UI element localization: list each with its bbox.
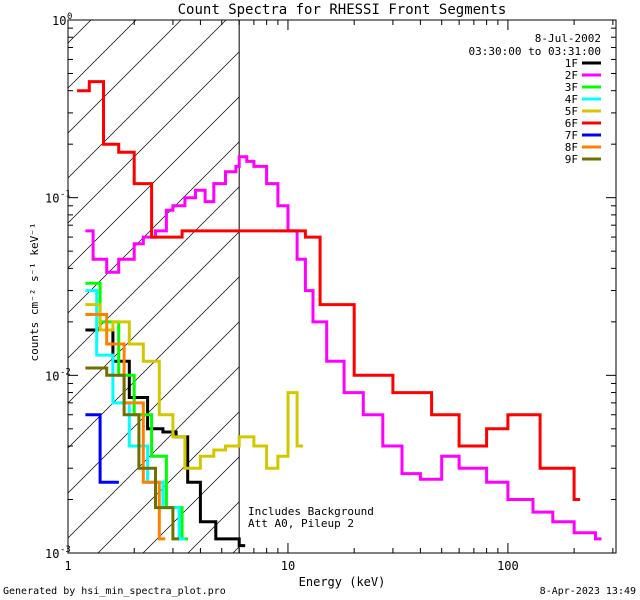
hatch-line <box>68 186 240 359</box>
hatch-line <box>278 0 640 553</box>
hatch-line <box>68 141 240 314</box>
hatch-line <box>323 0 640 553</box>
hatch-line <box>142 456 240 553</box>
axis-ticks <box>67 20 616 554</box>
time-range-label: 03:30:00 to 03:31:00 <box>469 45 601 58</box>
legend-label-2F: 2F <box>565 69 578 82</box>
x-tick-labels: 1 10 100 <box>64 559 518 573</box>
hatch-line <box>68 366 240 539</box>
series-8F <box>85 313 166 541</box>
y-tick-label-exp: 0 <box>67 12 72 22</box>
hatch-line <box>232 546 240 553</box>
hatch-line <box>0 0 28 553</box>
hatch-line <box>68 20 137 89</box>
series-5F <box>85 303 304 470</box>
series-9F <box>85 366 179 541</box>
y-tick-label-base: 10 <box>45 547 59 561</box>
series-2F <box>85 155 602 541</box>
hatch-line <box>97 411 240 553</box>
legend-label-5F: 5F <box>565 105 578 118</box>
legend-label-9F: 9F <box>565 153 578 166</box>
series-7F <box>85 413 119 484</box>
chart-title: Count Spectra for RHESSI Front Segments <box>178 2 507 18</box>
y-tick-label-base: 10 <box>52 14 66 28</box>
legend-label-7F: 7F <box>565 129 578 142</box>
hatch-line <box>68 20 227 179</box>
hatch-line <box>68 276 240 449</box>
hatch-line <box>68 96 240 269</box>
x-tick-label: 10 <box>281 559 295 573</box>
footer-generated-by: Generated by hsi_min_spectra_plot.pro <box>3 586 226 597</box>
legend-label-4F: 4F <box>565 93 578 106</box>
legend-label-8F: 8F <box>565 141 578 154</box>
legend-label-3F: 3F <box>565 81 578 94</box>
series-layer <box>77 80 602 548</box>
annotation-attenuator: Att A0, Pileup 2 <box>248 517 354 530</box>
x-tick-label: 100 <box>497 559 519 573</box>
footer-timestamp: 8-Apr-2023 13:49 <box>540 586 636 597</box>
y-tick-label-exp: -3 <box>60 545 71 555</box>
plot-frame <box>67 19 617 554</box>
y-tick-label-exp: -2 <box>60 367 71 377</box>
x-axis-label: Energy (keV) <box>299 575 386 589</box>
hatch-line <box>68 231 240 404</box>
series-6F <box>77 80 581 501</box>
y-tick-label-exp: -1 <box>60 190 71 200</box>
legend-label-1F: 1F <box>565 57 578 70</box>
legend-label-6F: 6F <box>565 117 578 130</box>
annotation-background: Includes Background <box>248 505 374 518</box>
y-tick-label-base: 10 <box>45 369 59 383</box>
series-1F <box>85 328 246 548</box>
hatch-line <box>68 51 240 224</box>
hatch-line <box>68 20 182 134</box>
y-tick-label-base: 10 <box>45 192 59 206</box>
date-label: 8-Jul-2002 <box>535 32 601 45</box>
y-axis-label: counts cm⁻² s⁻¹ keV⁻¹ <box>28 222 41 361</box>
x-tick-label: 1 <box>64 559 71 573</box>
